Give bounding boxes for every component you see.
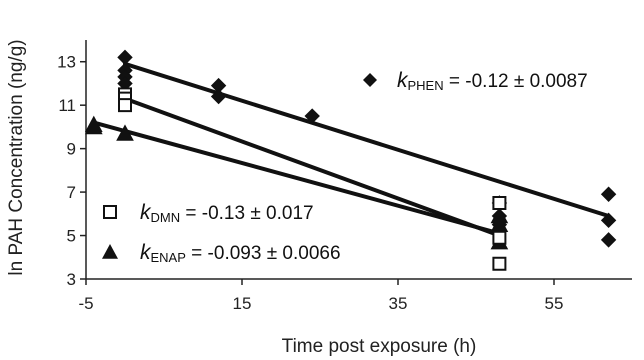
annotation-enap: kENAP = -0.093 ± 0.0066 (102, 241, 341, 265)
annotation-phen-text: kPHEN = -0.12 ± 0.0087 (397, 69, 588, 93)
fit-lines (91, 61, 611, 238)
data-point-phen (600, 212, 617, 229)
annotation-phen: kPHEN = -0.12 ± 0.0087 (363, 69, 588, 93)
legend-diamond-marker (363, 73, 377, 87)
legend-square-marker (103, 205, 117, 219)
data-points (84, 49, 617, 271)
annotation-dmn-k: k (140, 201, 152, 224)
y-tick-label: 5 (67, 227, 76, 246)
annotation-enap-text: kENAP = -0.093 ± 0.0066 (140, 241, 341, 265)
data-point-enap (84, 115, 103, 133)
fit-line-dmn (123, 96, 502, 238)
annotation-phen-k: k (397, 69, 409, 92)
annotation-phen-value: = -0.12 ± 0.0087 (444, 71, 588, 92)
y-tick-label: 3 (67, 270, 76, 289)
data-point-dmn (492, 230, 507, 245)
y-tick-label: 11 (58, 96, 76, 115)
data-point-dmn (492, 195, 507, 210)
y-axis-label: ln PAH Concentration (ng/g) (6, 39, 27, 275)
x-axis-label: Time post exposure (h) (282, 336, 477, 357)
data-point-phen (600, 186, 617, 202)
annotation-phen-subscript: PHEN (408, 78, 444, 93)
annotation-dmn-subscript: DMN (151, 210, 181, 225)
annotation-dmn: kDMN = -0.13 ± 0.017 (103, 201, 314, 225)
data-point-phen (210, 88, 227, 105)
annotation-enap-subscript: ENAP (151, 250, 186, 265)
annotation-enap-k: k (140, 241, 152, 264)
x-tick-label: 15 (233, 294, 252, 313)
annotation-enap-value: = -0.093 ± 0.0066 (186, 243, 341, 264)
fit-line-phen (123, 61, 611, 218)
fit-line-enap (91, 120, 502, 236)
data-point-dmn (492, 256, 507, 271)
data-point-phen (304, 108, 320, 124)
data-point-phen (117, 49, 133, 66)
y-tick-label: 7 (67, 183, 76, 202)
legend-triangle-marker (102, 244, 118, 259)
x-tick-label: -5 (78, 294, 93, 313)
x-tick-label: 35 (389, 294, 408, 313)
data-point-phen (600, 232, 617, 248)
annotation-dmn-value: = -0.13 ± 0.017 (180, 203, 314, 224)
data-point-enap (116, 124, 134, 141)
axes (85, 40, 632, 280)
y-tick-label: 13 (57, 53, 76, 72)
data-point-dmn (118, 98, 132, 113)
y-tick-label: 9 (67, 140, 76, 159)
annotation-dmn-text: kDMN = -0.13 ± 0.017 (140, 201, 314, 225)
x-tick-label: 55 (545, 294, 564, 313)
